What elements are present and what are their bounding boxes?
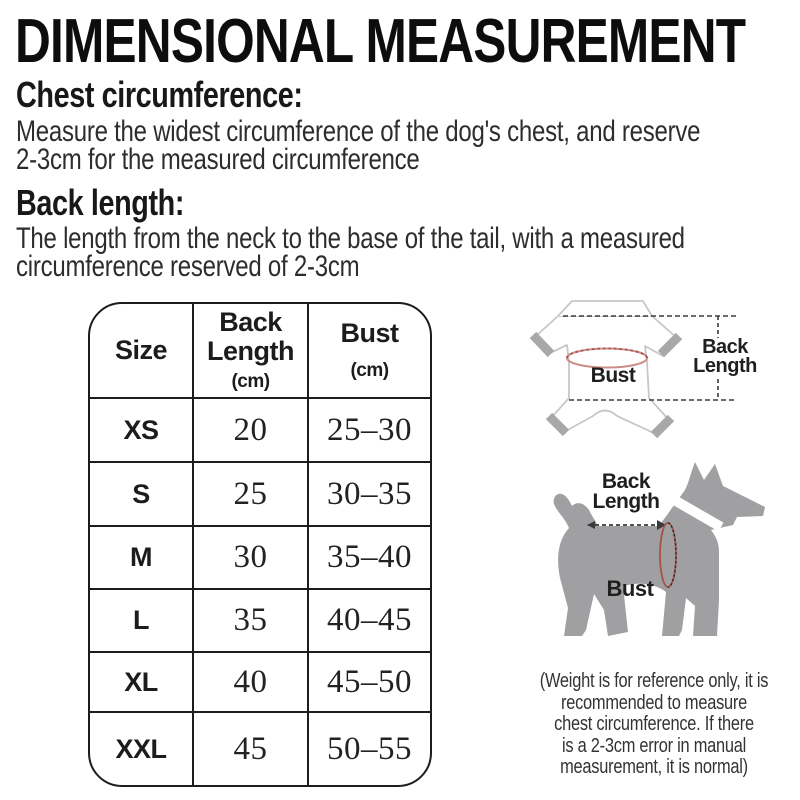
size-table: Size Back Length (cm) Bust (cm) XS 20 25… [88, 302, 432, 787]
dog-measurement-diagram [553, 462, 765, 636]
back-instruction-line-2: circumference reserved of 2-3cm [16, 250, 360, 283]
back-length-heading: Back length: [16, 182, 185, 223]
dog-back-length-label-line2: Length [592, 489, 660, 513]
garment-cuff-front-left [529, 331, 555, 358]
dog-bust-label: Bust [606, 576, 654, 601]
garment-back-length-label-line1: Back [702, 336, 748, 358]
dog-bust-ellipse-dotted-arc [667, 522, 677, 588]
table-row-m-back: 30 [194, 527, 309, 590]
header-cell-size: Size [90, 304, 194, 399]
dog-collar-gap [673, 496, 724, 532]
table-row-xl-bust: 45–50 [309, 653, 430, 713]
table-row-l-size: L [90, 590, 194, 653]
garment-cuff-front-right [657, 332, 683, 358]
table-row-s-back: 25 [194, 463, 309, 527]
header-cell-back-length: Back Length (cm) [194, 304, 309, 399]
chest-circumference-heading: Chest circumference: [16, 74, 303, 115]
note-line-4: is a 2-3cm error in manual [561, 734, 747, 757]
table-row-xl-back: 40 [194, 653, 309, 713]
note-line-1: (Weight is for reference only, it is [539, 670, 769, 692]
garment-neck-outline [557, 300, 653, 317]
col-header-bust: Bust [340, 317, 400, 348]
note-line-2: recommended to measure [560, 691, 748, 714]
back-length-unit: (cm) [231, 370, 270, 392]
table-row-s-bust: 30–35 [309, 463, 430, 527]
garment-back-length-label: Back Length [686, 336, 764, 377]
table-row-m-bust: 35–40 [309, 527, 430, 590]
table-row-xs-bust: 25–30 [309, 399, 430, 463]
garment-bust-ellipse-dotted-arc [566, 347, 648, 359]
garment-cuff-rear-left [545, 412, 570, 437]
garment-measurement-diagram [529, 300, 738, 439]
table-row-l-bust: 40–45 [309, 590, 430, 653]
header-cell-bust: Bust (cm) [309, 304, 430, 399]
dog-back-length-label: Back Length [584, 470, 668, 513]
dog-arrowhead-left [587, 521, 595, 529]
page-title: DIMENSIONAL MEASUREMENT [15, 7, 746, 76]
garment-back-length-label-line2: Length [693, 355, 757, 377]
note-line-5: measurement, it is normal) [560, 756, 748, 779]
dog-arrowhead-right [657, 520, 666, 530]
back-instruction-line-1: The length from the neck to the base of … [16, 222, 685, 255]
table-row-xxl-back: 45 [194, 713, 309, 785]
garment-cuff-rear-right [650, 414, 675, 439]
chest-instruction-line-1: Measure the widest circumference of the … [16, 115, 701, 148]
note-line-3: chest circumference. If there [554, 713, 754, 736]
table-row-xl-size: XL [90, 653, 194, 713]
table-row-xs-size: XS [90, 399, 194, 463]
table-row-xxl-bust: 50–55 [327, 730, 412, 767]
table-row-xxl-size: XXL [90, 713, 194, 785]
reference-note: (Weight is for reference only, it is rec… [531, 670, 777, 779]
table-row-l-back: 35 [194, 590, 309, 653]
garment-body-outline [534, 315, 678, 435]
table-row-s-size: S [90, 463, 194, 527]
dog-back-length-label-line1: Back [601, 470, 651, 493]
chest-instruction-line-2: 2-3cm for the measured circumference [16, 143, 420, 176]
col-header-size: Size [114, 335, 168, 366]
garment-bust-label: Bust [590, 364, 636, 387]
col-header-back-length: Back Length [207, 307, 294, 366]
table-row-xs-back: 20 [194, 399, 309, 463]
table-row-m-size: M [90, 527, 194, 590]
bust-unit: (cm) [350, 360, 389, 382]
